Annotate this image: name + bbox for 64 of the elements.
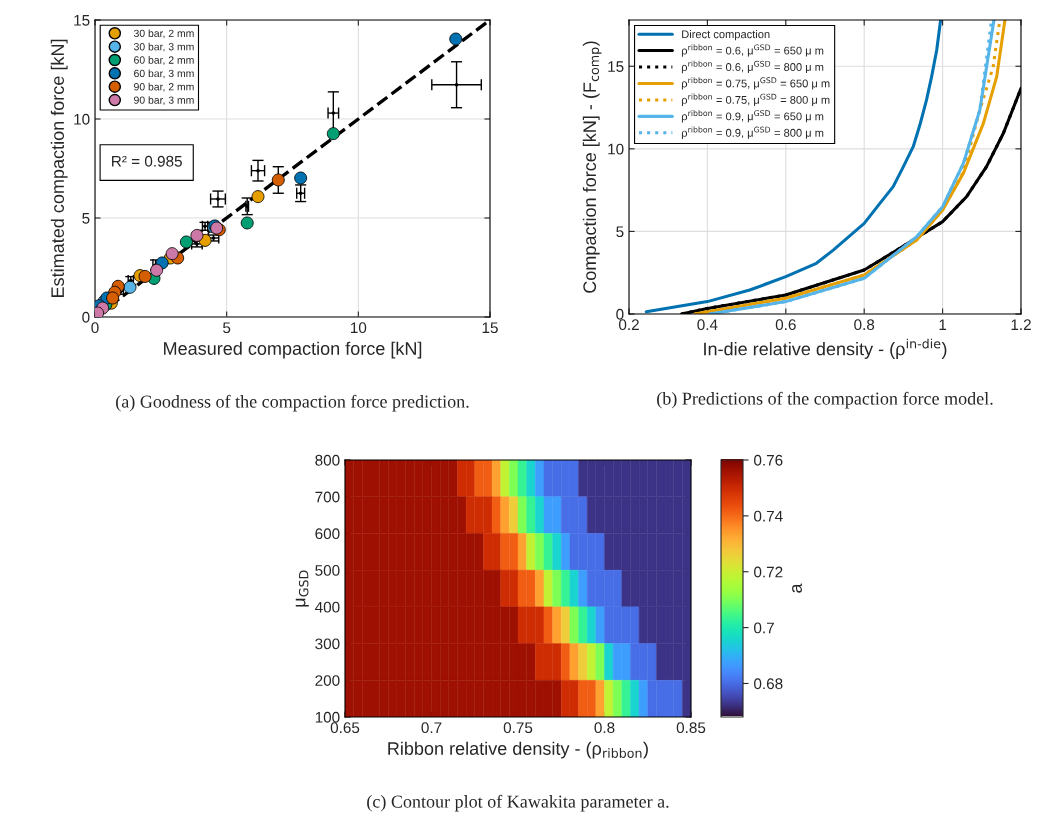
y-tick-label: 400 xyxy=(315,601,340,613)
annotation: R² = 0.985 xyxy=(112,155,182,167)
x-tick-label: 0.65 xyxy=(330,722,360,734)
x-tick-label: 1 xyxy=(939,319,947,330)
y-tick-label: 700 xyxy=(315,491,340,503)
y-tick-label: 800 xyxy=(315,454,340,466)
point xyxy=(454,83,459,87)
y-tick-label: 100 xyxy=(315,711,340,723)
y-tick-label: 600 xyxy=(315,528,340,540)
x-tick-label: 10 xyxy=(351,322,367,334)
y-tick-label: 500 xyxy=(315,565,340,576)
y-axis-title: μ$_{GSD}$ xyxy=(295,570,309,607)
x-tick-label: 15 xyxy=(482,322,498,334)
y-tick-label: 300 xyxy=(315,638,340,650)
y-tick-label: 10 xyxy=(74,113,90,125)
color-bar-label: 0.74 xyxy=(754,510,783,522)
point xyxy=(216,197,220,201)
point xyxy=(256,168,260,173)
color-bar-label: 0.76 xyxy=(754,454,783,466)
color-bar-label: 0.7 xyxy=(754,622,774,634)
legend-label: 60 bar, 2 mm xyxy=(134,56,194,65)
legend-label: 90 bar, 2 mm xyxy=(134,82,194,92)
y-axis-title: Compaction force [kN] - (F$_{comp}$) xyxy=(582,41,602,293)
y-tick-label: 0 xyxy=(616,308,624,320)
legend-label: ρ$^{ribbon}$ = 0.6, μ$^{GSD}$ = 800 μ m xyxy=(681,60,824,74)
x-tick-label: 0.2 xyxy=(618,319,639,331)
legend-label: ρ$^{ribbon}$ = 0.75, μ$^{GSD}$ = 800 μ m xyxy=(681,93,830,107)
y-tick-label: 15 xyxy=(74,15,90,26)
text: (c) Contour plot of Kawakita parameter a. xyxy=(367,794,669,812)
x-tick-label: 5 xyxy=(223,322,231,334)
legend-label: 30 bar, 2 mm xyxy=(133,29,194,39)
x-tick-label: 1.2 xyxy=(1011,319,1031,330)
legend-label: ρ$^{ribbon}$ = 0.75, μ$^{GSD}$ = 650 μ m xyxy=(681,77,830,90)
text: (a) Goodness of the compaction force prediction. xyxy=(116,394,469,412)
x-tick-label: 0.6 xyxy=(775,319,796,331)
x-tick-label: 0.4 xyxy=(697,319,718,331)
y-tick-label: 10 xyxy=(608,143,624,155)
x-tick-label: 0 xyxy=(91,322,99,334)
x-axis-title: Measured compaction force [kN] xyxy=(164,341,422,359)
point xyxy=(331,111,336,115)
color-bar-label: 0.72 xyxy=(754,566,783,578)
color-bar-title: a xyxy=(792,583,802,593)
x-tick-label: 0.85 xyxy=(676,722,706,734)
legend-label: 30 bar, 3 mm xyxy=(133,42,194,52)
legend-label: ρ$^{ribbon}$ = 0.6, μ$^{GSD}$ = 650 μ m xyxy=(681,44,824,57)
x-tick-label: 0.7 xyxy=(421,722,442,734)
legend-label: ρ$^{ribbon}$ = 0.9, μ$^{GSD}$ = 800 μ m xyxy=(681,126,824,139)
line-series xyxy=(644,20,943,314)
y-tick-label: 5 xyxy=(82,213,90,224)
legend-label: 60 bar, 3 mm xyxy=(134,69,194,79)
y-axis-title: Estimated compaction force [kN] xyxy=(50,39,68,297)
y-tick-label: 5 xyxy=(616,226,624,238)
legend-label: Direct compaction xyxy=(682,30,770,41)
legend-label: ρ$^{ribbon}$ = 0.9, μ$^{GSD}$ = 650 μ m xyxy=(681,110,824,123)
x-axis-title: In-die relative density - (ρ$^{in-die}$) xyxy=(704,338,947,359)
x-tick-label: 0.75 xyxy=(503,722,533,734)
color-bar-label: 0.68 xyxy=(754,678,783,690)
x-tick-label: 0.8 xyxy=(594,722,615,734)
x-tick-label: 0.8 xyxy=(854,319,875,331)
legend-label: 90 bar, 3 mm xyxy=(134,96,194,106)
y-tick-label: 15 xyxy=(608,61,624,72)
y-tick-label: 200 xyxy=(315,675,340,686)
x-axis-title: Ribbon relative density - (ρ$_{ribbon}$) xyxy=(388,741,648,759)
text: (b) Predictions of the compaction force model. xyxy=(657,391,993,409)
